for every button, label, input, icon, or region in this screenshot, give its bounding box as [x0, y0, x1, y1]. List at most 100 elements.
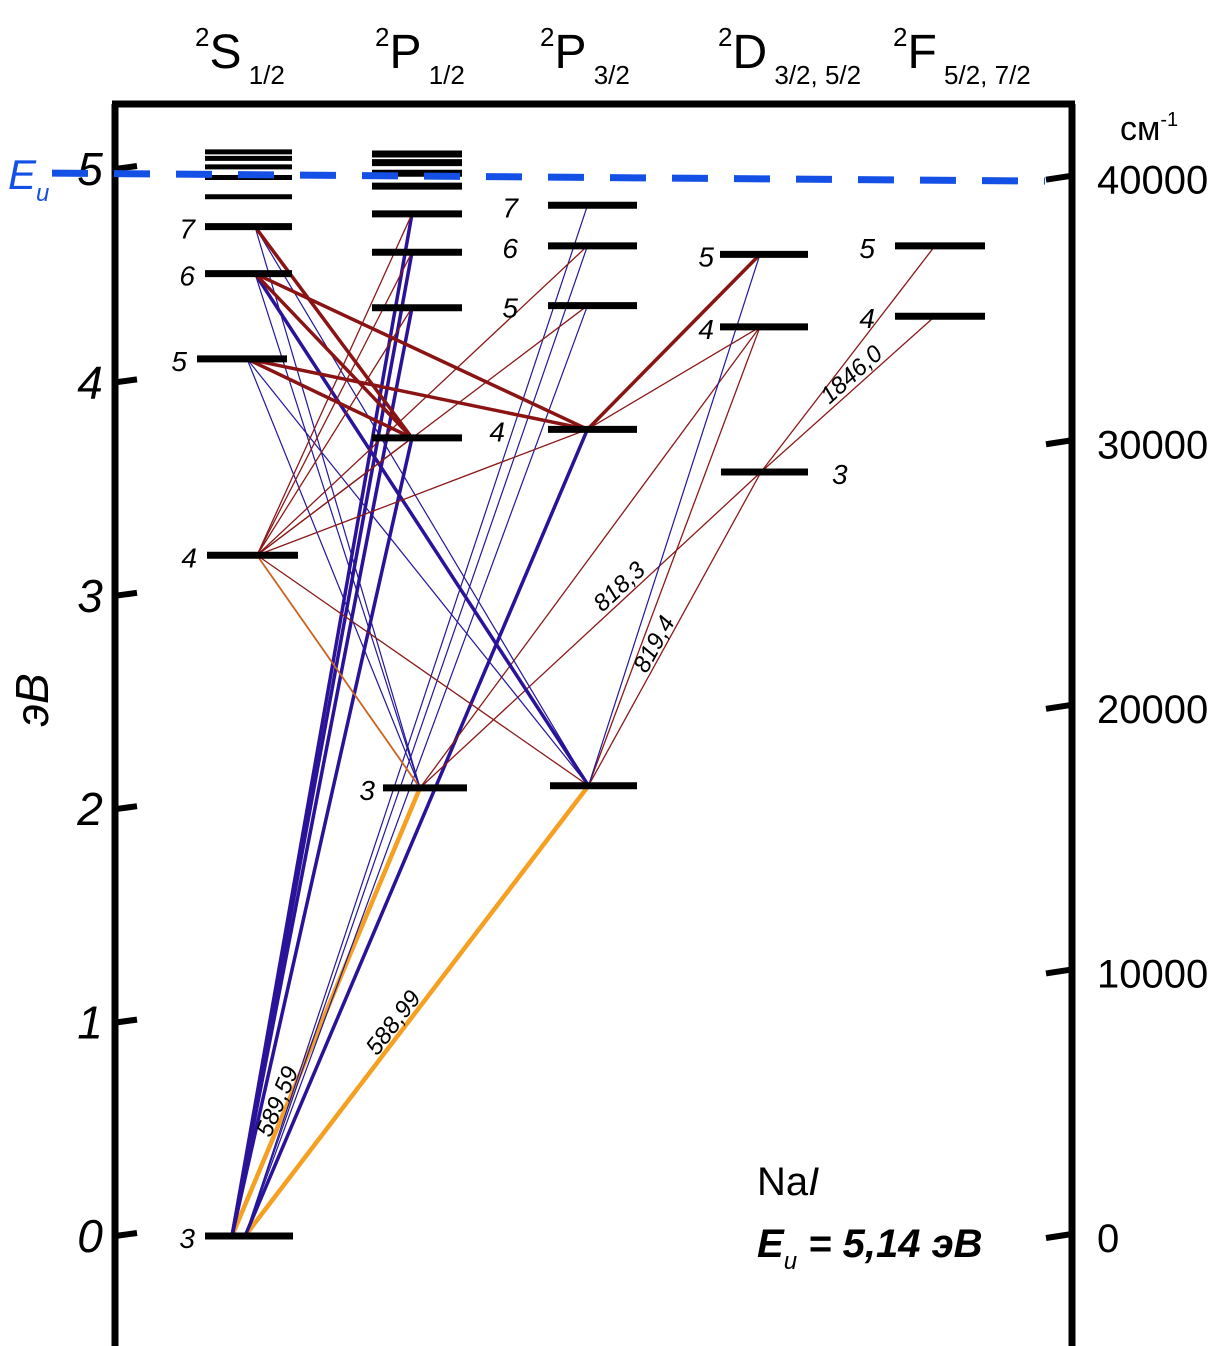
right-tick-30000 — [1045, 437, 1073, 448]
frame-layer — [111, 100, 1076, 1346]
transition-D3-F4 — [760, 315, 936, 473]
term-header-P32: 2P 3/2 — [540, 22, 630, 90]
term-header-sup: 2 — [893, 22, 907, 52]
left-tick-1 — [114, 1016, 138, 1026]
transition-S4-P7a — [256, 213, 413, 556]
level-label-P3a: 3 — [359, 775, 375, 806]
transition-P4b-D4 — [587, 326, 761, 430]
term-header-F: 2F 5/2, 7/2 — [893, 22, 1031, 90]
ionization-line-symbol: E — [8, 151, 37, 198]
term-header-sup: 2 — [375, 22, 389, 52]
level-label-S5: 5 — [171, 346, 187, 377]
right-tick-label-0: 0 — [1097, 1217, 1119, 1261]
term-header-sup: 2 — [540, 22, 554, 52]
transition-P3a-S5 — [246, 358, 421, 789]
ionization-line-label: Eu — [8, 151, 49, 207]
term-header-sup: 2 — [195, 22, 209, 52]
transition-P3b-D4 — [587, 326, 761, 786]
term-header-sub: 3/2 — [586, 60, 629, 90]
right-tick-10000 — [1045, 966, 1073, 977]
right-tick-label-30000: 30000 — [1097, 423, 1208, 467]
transition-P3b-S4 — [256, 554, 589, 787]
ionization-symbol-sub: u — [784, 1248, 797, 1275]
term-header-letter: F — [907, 26, 936, 79]
right-axis: 0 10000 20000 30000 40000 см-1 — [1045, 109, 1208, 1261]
right-tick-label-20000: 20000 — [1097, 688, 1208, 732]
ionization-layer: Eu — [8, 151, 1046, 207]
left-tick-label-3: 3 — [77, 570, 103, 622]
level-label-P7b: 7 — [502, 192, 519, 223]
left-tick-label-1: 1 — [77, 997, 103, 1049]
transition-P3a-D4 — [419, 326, 761, 789]
level-label-D5: 5 — [698, 241, 714, 272]
right-tick-label-40000: 40000 — [1097, 159, 1208, 203]
transition-S3-P4b — [243, 428, 590, 1237]
transition-S6-P4a — [253, 272, 414, 440]
transition-S7-P4a — [253, 225, 414, 439]
level-label-S6: 6 — [179, 261, 195, 292]
transitions-layer — [229, 205, 936, 1238]
term-header-sub: 3/2, 5/2 — [767, 60, 861, 90]
transition-D3-F5 — [760, 245, 936, 473]
term-header-sub: 1/2 — [241, 60, 284, 90]
level-label-S7: 7 — [179, 214, 196, 245]
level-label-P4b: 4 — [489, 416, 505, 447]
left-axis: 0 1 2 3 4 5 эВ — [6, 143, 138, 1262]
term-header-letter: D — [732, 26, 767, 79]
left-tick-3 — [114, 589, 138, 599]
transition-S4-P3a — [256, 554, 421, 789]
right-tick-0 — [1045, 1231, 1073, 1241]
ionization-limit-line — [51, 169, 1046, 185]
transition-S4-P4b — [256, 428, 588, 556]
left-tick-label-4: 4 — [77, 356, 103, 408]
transition-S4-P5a — [256, 307, 413, 556]
transition-S3-P6b — [244, 245, 589, 1237]
element-symbol: Na — [757, 1160, 809, 1204]
transition-S3-P7a — [230, 213, 414, 1237]
level-label-D3: 3 — [832, 459, 848, 490]
right-axis-unit: см-1 — [1120, 109, 1178, 148]
left-axis-label: эВ — [6, 673, 58, 726]
level-label-S3: 3 — [179, 1223, 195, 1254]
right-axis-unit-base: см — [1120, 110, 1160, 148]
transition-S3-P4a — [230, 437, 414, 1237]
transition-P3b-S5 — [246, 358, 589, 787]
transition-label-1: 588,99 — [361, 985, 427, 1060]
term-header-D: 2D 3/2, 5/2 — [718, 22, 861, 90]
transition-S3-P5b — [244, 305, 589, 1237]
term-header-P12: 2P 1/2 — [375, 22, 465, 90]
right-tick-label-10000: 10000 — [1097, 952, 1208, 996]
transition-P3b-D3 — [587, 471, 762, 787]
right-axis-unit-sup: -1 — [1160, 109, 1178, 131]
transition-S4-P6b — [256, 245, 588, 556]
level-label-P6b: 6 — [502, 233, 518, 264]
ionization-symbol: E — [757, 1222, 785, 1266]
transition-P3b-S6 — [253, 272, 590, 787]
level-label-S4: 4 — [181, 542, 197, 573]
right-tick-40000 — [1045, 172, 1073, 183]
term-header-S12: 2S 1/2 — [195, 22, 285, 90]
right-tick-20000 — [1045, 701, 1073, 712]
term-header-sup: 2 — [718, 22, 732, 52]
transition-P3a-D3 — [419, 471, 762, 789]
transition-S3-P3b — [243, 784, 591, 1238]
level-label-F4: 4 — [859, 303, 875, 334]
ionization-line-sub: u — [36, 180, 49, 207]
term-header-sub: 1/2 — [421, 60, 464, 90]
transition-S5-P4b — [246, 357, 588, 432]
transition-label-37: 1846,0 — [815, 340, 888, 410]
left-tick-label-0: 0 — [77, 1210, 103, 1262]
element-roman: I — [808, 1160, 819, 1204]
term-headers: 2S 1/22P 1/22P 3/22D 3/2, 5/22F 5/2, 7/2 — [195, 22, 1031, 90]
transition-S4-P5b — [256, 305, 588, 556]
transition-P4b-D5 — [586, 253, 762, 431]
left-tick-label-2: 2 — [76, 783, 103, 835]
ionization-value: = 5,14 эВ — [797, 1222, 983, 1266]
term-header-sub: 5/2, 7/2 — [937, 60, 1031, 90]
transition-label-13: 818,3 — [588, 556, 651, 617]
level-label-F5: 5 — [859, 233, 875, 264]
transition-label-18: 819,4 — [628, 612, 681, 678]
left-tick-2 — [114, 803, 138, 813]
